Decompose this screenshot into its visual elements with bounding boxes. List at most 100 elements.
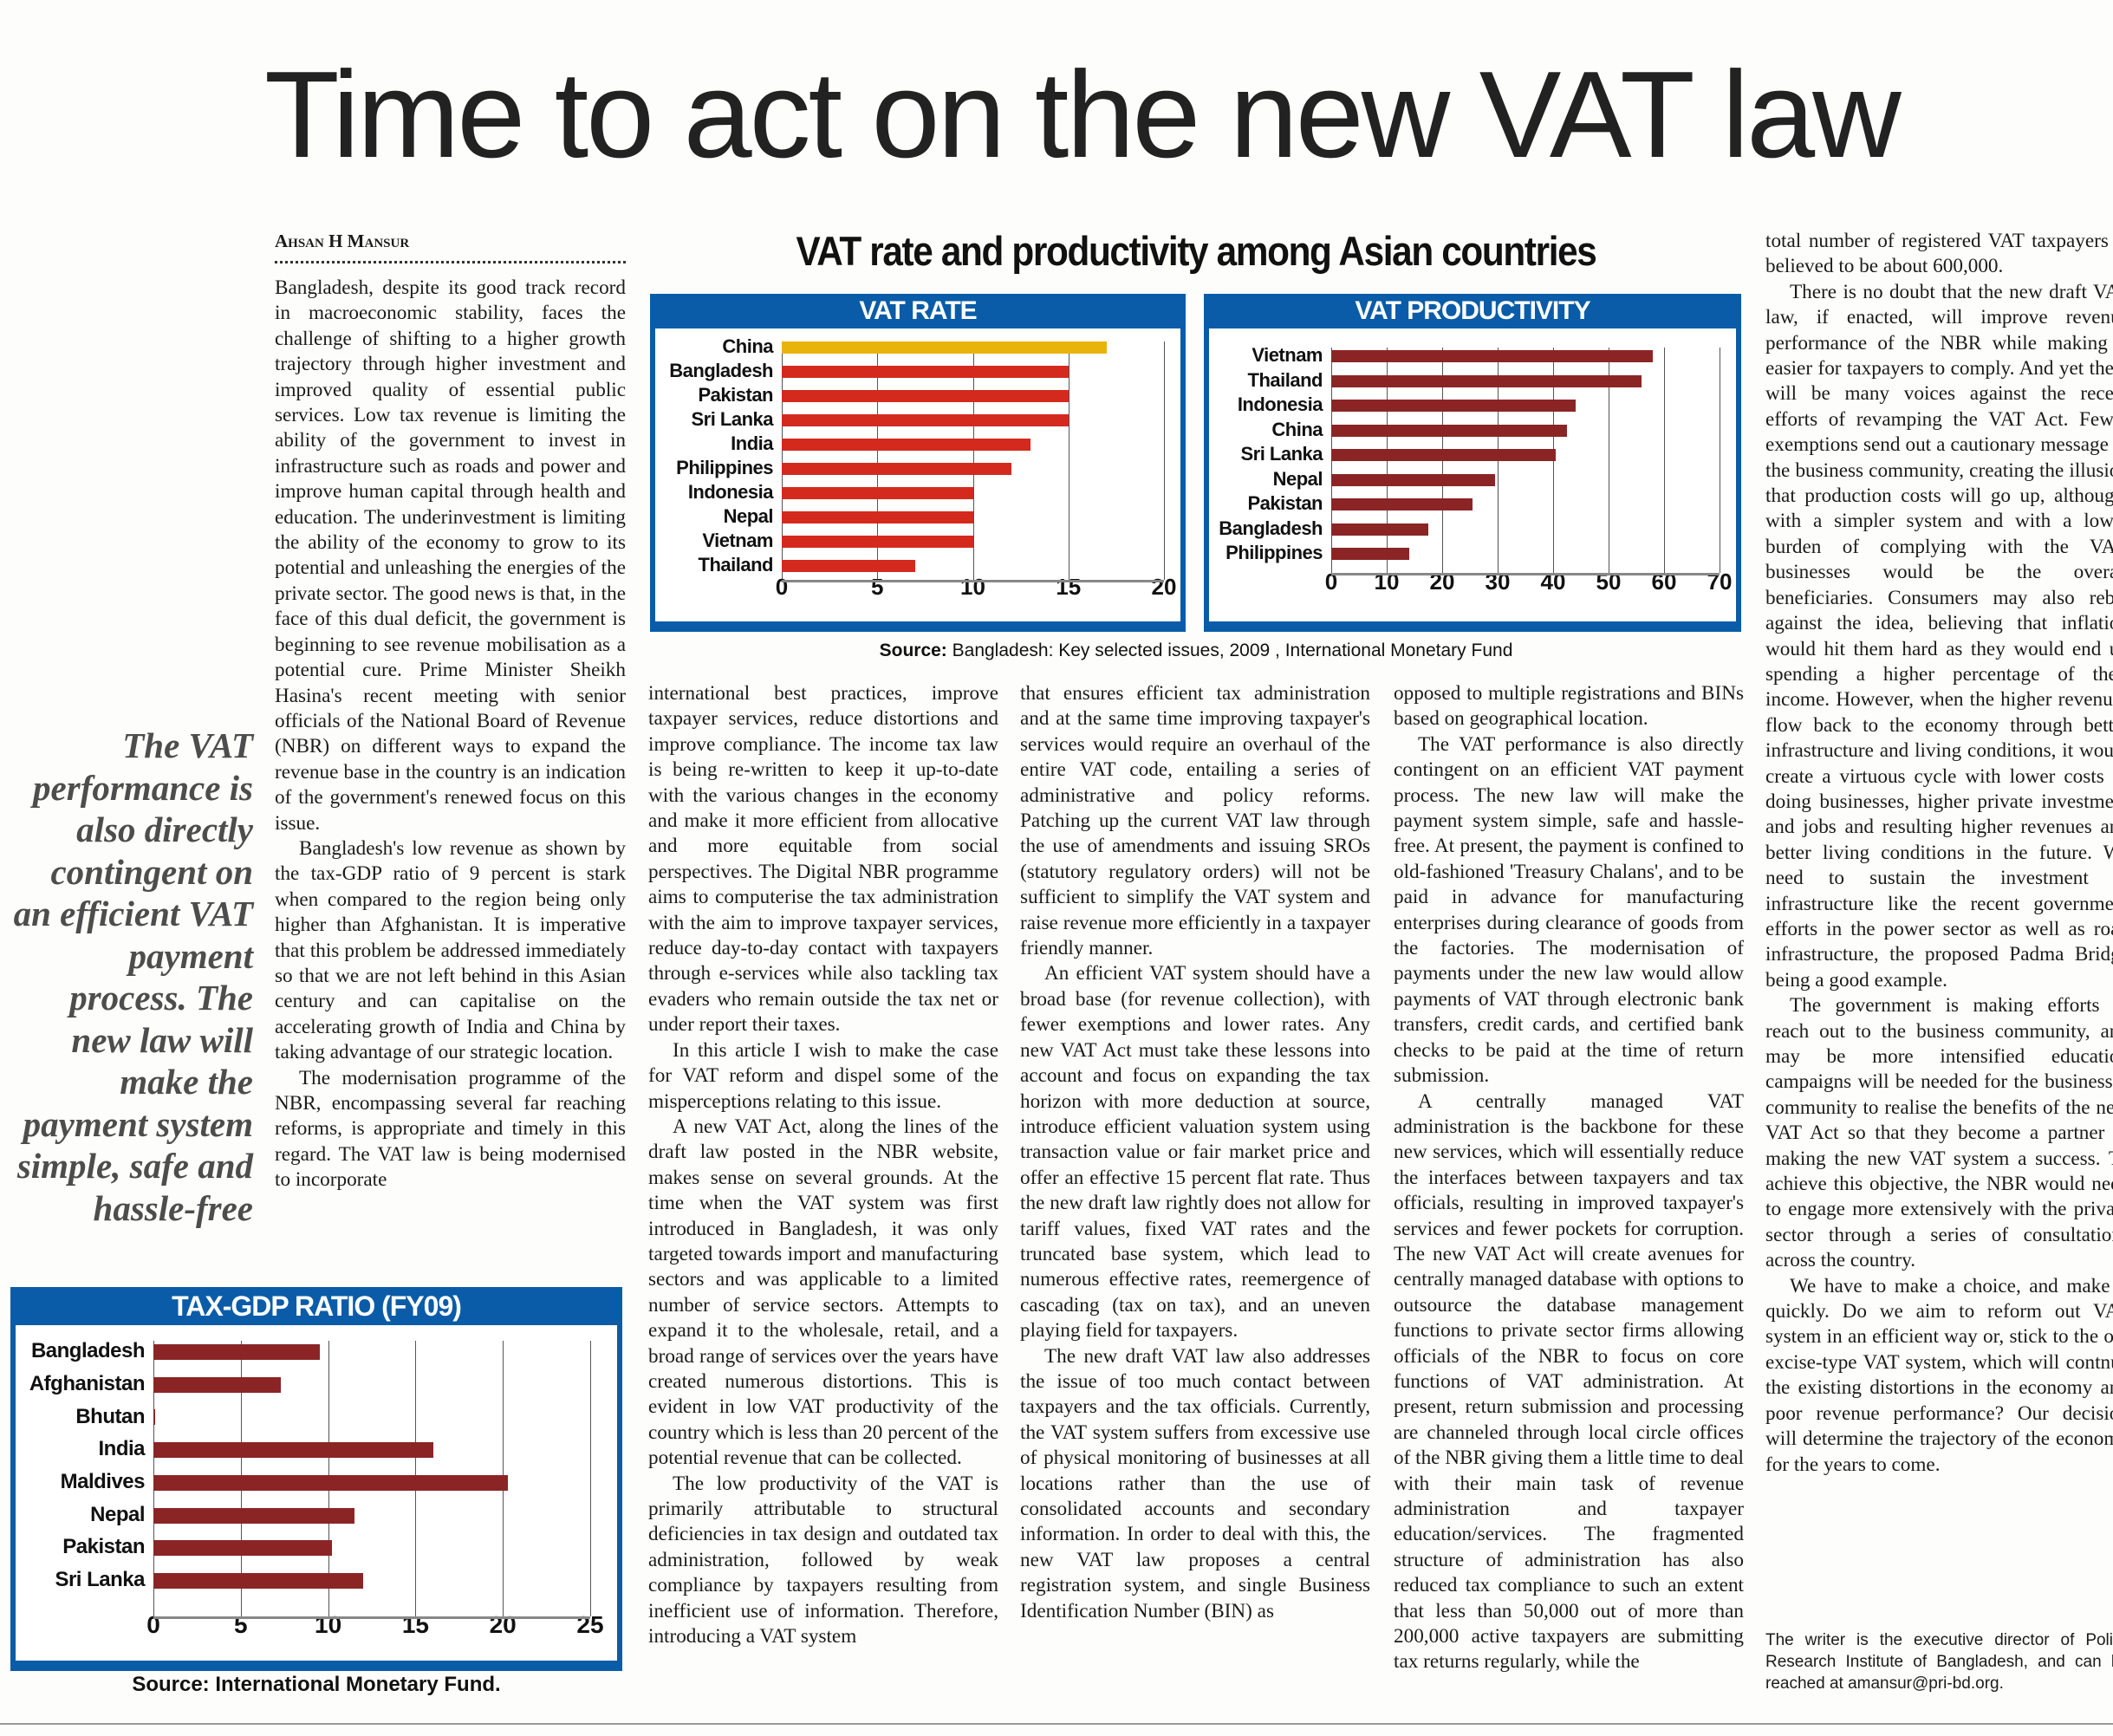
- bar-maldives: [153, 1474, 509, 1491]
- paragraph: Bangladesh, despite its good track recor…: [275, 276, 626, 835]
- writer-note: The writer is the executive director of …: [1765, 1631, 2113, 1693]
- gridline: [1664, 348, 1665, 573]
- bar-thailand: [1331, 374, 1642, 387]
- bar-indonesia: [1331, 400, 1576, 412]
- bar-china: [782, 341, 1107, 354]
- paragraph: We have to make a choice, and make it qu…: [1765, 1274, 2113, 1476]
- tick-label: 5: [871, 574, 884, 600]
- tick-label: 25: [576, 1611, 604, 1638]
- graphic-title: VAT rate and productivity among Asian co…: [796, 228, 1597, 274]
- bar-bhutan: [153, 1409, 156, 1426]
- bar-indonesia: [782, 487, 973, 499]
- bar-philippines: [782, 463, 1011, 475]
- bar-bangladesh: [1331, 523, 1428, 536]
- x-axis: [153, 1616, 590, 1619]
- vat-productivity-chart: VAT PRODUCTIVITY 0 10 20 30 40 50 60 70 Vietnam T…: [1204, 294, 1741, 632]
- bar-nepal: [1331, 473, 1495, 486]
- bar-vietnam: [782, 536, 973, 548]
- paragraph: Bangladesh's low revenue as shown by the…: [275, 836, 626, 1064]
- paragraph: international best practices, improve ta…: [648, 682, 998, 1037]
- paragraph: The new draft VAT law also addresses the…: [1020, 1344, 1370, 1622]
- paragraph: The VAT performance is also directly con…: [1394, 732, 1744, 1088]
- article-column-1: Bangladesh, despite its good track recor…: [275, 276, 626, 1193]
- bar-sri-lanka: [153, 1572, 363, 1589]
- source-label: Source:: [879, 640, 947, 660]
- pull-quote: The VAT performance is also directly con…: [13, 725, 253, 1228]
- paragraph: opposed to multiple registrations and BI…: [1394, 682, 1744, 731]
- chart-title: VAT PRODUCTIVITY: [1204, 294, 1741, 328]
- tick-label: 20: [1151, 574, 1177, 600]
- bar-afghanistan: [153, 1376, 282, 1393]
- category-label: Thailand: [1247, 368, 1323, 391]
- bar-pakistan: [782, 390, 1069, 402]
- bar-vietnam: [1331, 350, 1654, 362]
- paragraph: total number of registered VAT taxpayers…: [1765, 230, 2113, 278]
- category-label: Bangladesh: [30, 1339, 146, 1363]
- bar-bangladesh: [153, 1344, 320, 1360]
- tick-label: 0: [146, 1611, 160, 1638]
- x-axis: [782, 580, 1164, 582]
- chart-title: TAX-GDP RATIO (FY09): [10, 1287, 622, 1325]
- bar-nepal: [782, 511, 973, 523]
- paragraph: A centrally managed VAT administration i…: [1394, 1089, 1744, 1674]
- paragraph: The low productivity of the VAT is prima…: [648, 1472, 998, 1648]
- bar-india: [153, 1442, 433, 1459]
- gridline: [1068, 341, 1070, 580]
- article-column-5: total number of registered VAT taxpayers…: [1765, 229, 2113, 1478]
- paragraph: A new VAT Act, along the lines of the dr…: [648, 1115, 998, 1470]
- bar-china: [1331, 424, 1567, 437]
- category-label: India: [98, 1437, 145, 1461]
- category-label: India: [731, 432, 773, 455]
- headline: Time to act on the new VAT law: [264, 46, 1902, 184]
- paragraph: An efficient VAT system should have a br…: [1020, 962, 1370, 1343]
- gridline: [782, 341, 783, 580]
- category-label: Bangladesh: [669, 360, 773, 382]
- bar-thailand: [782, 560, 916, 572]
- category-label: Pakistan: [698, 384, 774, 406]
- category-label: Philippines: [1226, 542, 1323, 564]
- gridline: [590, 1341, 591, 1616]
- category-label: Philippines: [676, 457, 773, 479]
- bar-sri-lanka: [782, 414, 1069, 426]
- category-label: Nepal: [1272, 467, 1323, 490]
- bar-sri-lanka: [1331, 449, 1557, 461]
- bar-pakistan: [153, 1540, 332, 1557]
- gridline: [1164, 341, 1165, 580]
- tax-gdp-source: Source: International Monetary Fund.: [132, 1673, 501, 1696]
- category-label: Indonesia: [687, 481, 774, 504]
- category-label: Pakistan: [62, 1535, 145, 1559]
- source-text: Bangladesh: Key selected issues, 2009 , …: [952, 640, 1513, 660]
- tax-gdp-ratio-chart: TAX-GDP RATIO (FY09) 0 5 10 15 20 25 Banglades…: [10, 1287, 622, 1671]
- category-label: Vietnam: [1252, 344, 1323, 367]
- category-label: China: [722, 335, 773, 358]
- category-label: Sri Lanka: [55, 1568, 145, 1592]
- article-column-3: that ensures efficient tax administratio…: [1020, 681, 1370, 1624]
- bottom-rule: [0, 1723, 2113, 1725]
- category-label: Sri Lanka: [1240, 443, 1323, 465]
- bar-bangladesh: [782, 366, 1069, 378]
- byline: Ahsan H Mansur: [275, 231, 626, 263]
- category-label: Nepal: [723, 505, 774, 528]
- gridline: [972, 341, 974, 580]
- category-label: Thailand: [698, 554, 774, 576]
- category-label: Nepal: [90, 1502, 145, 1526]
- tick-label: 0: [775, 574, 789, 600]
- tick-label: 5: [234, 1611, 248, 1638]
- chart-title: VAT RATE: [650, 294, 1186, 328]
- paragraph: The modernisation programme of the NBR, …: [275, 1066, 626, 1192]
- article-column-4: opposed to multiple registrations and BI…: [1394, 681, 1744, 1675]
- category-label: Sri Lanka: [691, 408, 773, 431]
- bar-pakistan: [1331, 498, 1473, 510]
- category-label: Pakistan: [1247, 492, 1323, 515]
- paragraph: that ensures efficient tax administratio…: [1020, 682, 1370, 960]
- bar-india: [782, 439, 1030, 451]
- vat-rate-chart: VAT RATE 0 5 10 15 20 China Bangladesh Pakistan…: [650, 294, 1186, 632]
- paragraph: The government is making efforts to reac…: [1765, 994, 2113, 1272]
- paragraph: There is no doubt that the new draft VAT…: [1765, 280, 2113, 992]
- category-label: Bhutan: [75, 1404, 145, 1428]
- tick-label: 10: [960, 574, 985, 600]
- tick-label: 15: [401, 1611, 429, 1638]
- category-label: Maldives: [60, 1469, 146, 1493]
- bar-nepal: [153, 1507, 354, 1524]
- category-label: Indonesia: [1237, 393, 1323, 416]
